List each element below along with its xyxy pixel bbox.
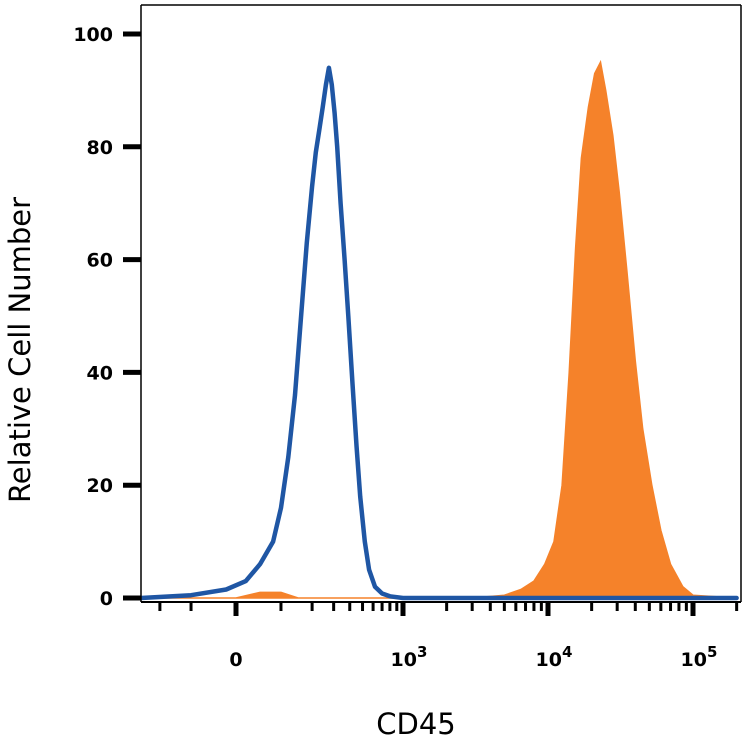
plot-frame <box>140 4 742 603</box>
y-tick-label: 0 <box>100 588 113 610</box>
y-tick-label: 100 <box>73 24 113 46</box>
y-tick-label: 40 <box>87 362 113 384</box>
y-tick-label: 20 <box>87 475 113 497</box>
x-tick-label: 104 <box>536 643 573 671</box>
y-tick-label: 60 <box>87 250 113 272</box>
x-axis-ticks: 0 103 104 105 <box>158 602 739 671</box>
y-axis-ticks: 0 20 40 60 80 100 <box>73 24 141 610</box>
y-axis-title: Relative Cell Number <box>3 197 37 503</box>
series-1-filled-histogram <box>141 59 737 599</box>
series-layer <box>138 59 739 601</box>
x-axis-title: CD45 <box>376 707 455 741</box>
x-tick-label: 103 <box>391 643 428 671</box>
series-0-outline-histogram <box>138 65 739 601</box>
x-tick-label: 0 <box>229 649 242 671</box>
y-tick-label: 80 <box>87 137 113 159</box>
x-tick-label: 105 <box>681 643 718 671</box>
